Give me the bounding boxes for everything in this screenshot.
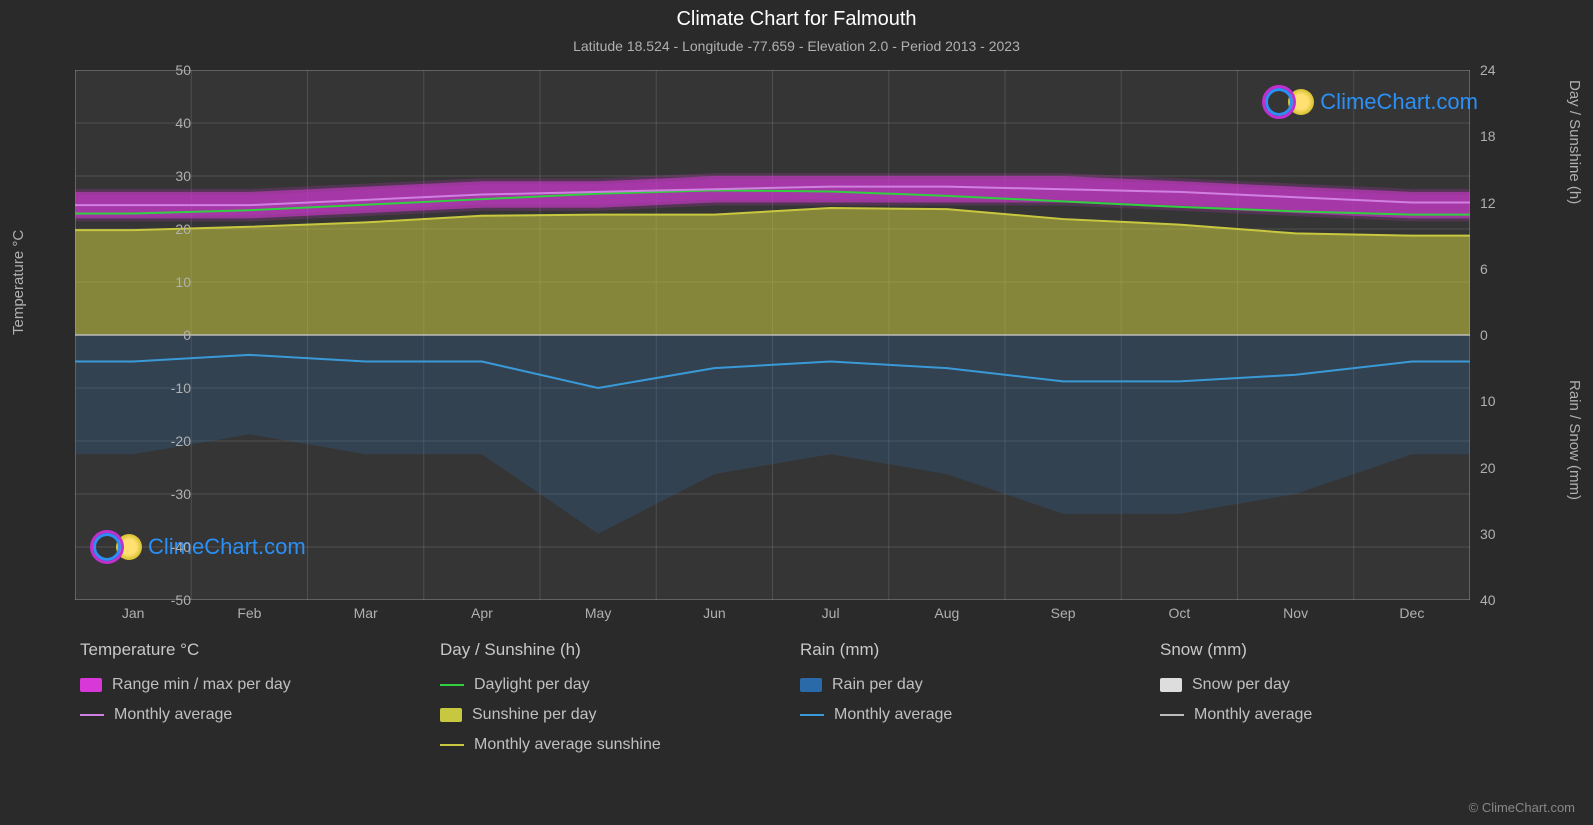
xtick-month: Nov: [1283, 605, 1308, 621]
plot-area: [75, 70, 1470, 600]
legend: Temperature °C Range min / max per day Mon…: [80, 640, 1520, 754]
ytick-left: 50: [71, 62, 191, 78]
ytick-left: 20: [71, 221, 191, 237]
ytick-left: 30: [71, 168, 191, 184]
legend-swatch-icon: [440, 708, 462, 722]
legend-column: Rain (mm) Rain per day Monthly average: [800, 640, 1160, 754]
xtick-month: Jul: [822, 605, 840, 621]
xtick-month: Jun: [703, 605, 726, 621]
legend-item: Sunshine per day: [440, 706, 800, 724]
xtick-month: Apr: [471, 605, 493, 621]
ytick-left: 0: [71, 327, 191, 343]
ytick-right-top: 24: [1480, 62, 1496, 78]
xtick-month: May: [585, 605, 611, 621]
legend-item: Range min / max per day: [80, 676, 440, 694]
legend-column: Snow (mm) Snow per day Monthly average: [1160, 640, 1520, 754]
legend-item: Rain per day: [800, 676, 1160, 694]
legend-line-icon: [1160, 714, 1184, 716]
legend-label: Range min / max per day: [112, 676, 291, 694]
ytick-right-top: 6: [1480, 261, 1488, 277]
legend-item: Monthly average: [80, 706, 440, 724]
legend-line-icon: [800, 714, 824, 716]
legend-item: Monthly average sunshine: [440, 736, 800, 754]
ytick-left: -20: [71, 433, 191, 449]
legend-label: Monthly average: [834, 706, 952, 724]
ytick-right-top: 18: [1480, 128, 1496, 144]
legend-swatch-icon: [1160, 678, 1182, 692]
xtick-month: Sep: [1051, 605, 1076, 621]
legend-label: Monthly average: [114, 706, 232, 724]
legend-line-icon: [440, 744, 464, 746]
ytick-left: -40: [71, 539, 191, 555]
watermark-text: ClimeChart.com: [1320, 89, 1478, 115]
y-axis-right-bottom-label: Rain / Snow (mm): [1566, 380, 1583, 500]
y-axis-left-label: Temperature °C: [10, 230, 27, 335]
climate-chart-container: Climate Chart for Falmouth Latitude 18.5…: [0, 0, 1593, 825]
ytick-right-top: 0: [1480, 327, 1488, 343]
legend-column: Day / Sunshine (h) Daylight per day Sunshi…: [440, 640, 800, 754]
legend-title: Temperature °C: [80, 640, 440, 660]
legend-label: Monthly average sunshine: [474, 736, 661, 754]
legend-item: Monthly average: [800, 706, 1160, 724]
legend-title: Rain (mm): [800, 640, 1160, 660]
chart-title: Climate Chart for Falmouth: [0, 8, 1593, 31]
legend-item: Daylight per day: [440, 676, 800, 694]
chart-subtitle: Latitude 18.524 - Longitude -77.659 - El…: [0, 38, 1593, 54]
ytick-left: 10: [71, 274, 191, 290]
xtick-month: Aug: [934, 605, 959, 621]
legend-label: Monthly average: [1194, 706, 1312, 724]
legend-column: Temperature °C Range min / max per day Mon…: [80, 640, 440, 754]
legend-item: Snow per day: [1160, 676, 1520, 694]
legend-title: Day / Sunshine (h): [440, 640, 800, 660]
ytick-left: 40: [71, 115, 191, 131]
copyright-text: © ClimeChart.com: [1469, 800, 1575, 815]
ytick-right-top: 12: [1480, 195, 1496, 211]
xtick-month: Mar: [354, 605, 378, 621]
xtick-month: Jan: [122, 605, 145, 621]
legend-label: Snow per day: [1192, 676, 1290, 694]
legend-title: Snow (mm): [1160, 640, 1520, 660]
legend-label: Rain per day: [832, 676, 923, 694]
legend-label: Daylight per day: [474, 676, 590, 694]
xtick-month: Feb: [237, 605, 261, 621]
ytick-right-bottom: 10: [1480, 393, 1496, 409]
legend-swatch-icon: [800, 678, 822, 692]
legend-item: Monthly average: [1160, 706, 1520, 724]
xtick-month: Oct: [1168, 605, 1190, 621]
legend-label: Sunshine per day: [472, 706, 597, 724]
ytick-right-bottom: 30: [1480, 526, 1496, 542]
legend-line-icon: [440, 684, 464, 686]
xtick-month: Dec: [1399, 605, 1424, 621]
ytick-left: -10: [71, 380, 191, 396]
logo-circle-icon: [1262, 85, 1296, 119]
y-axis-right-top-label: Day / Sunshine (h): [1566, 80, 1583, 204]
legend-swatch-icon: [80, 678, 102, 692]
ytick-right-bottom: 20: [1480, 460, 1496, 476]
legend-line-icon: [80, 714, 104, 716]
watermark-top: ClimeChart.com: [1262, 85, 1478, 119]
ytick-right-bottom: 40: [1480, 592, 1496, 608]
ytick-left: -30: [71, 486, 191, 502]
